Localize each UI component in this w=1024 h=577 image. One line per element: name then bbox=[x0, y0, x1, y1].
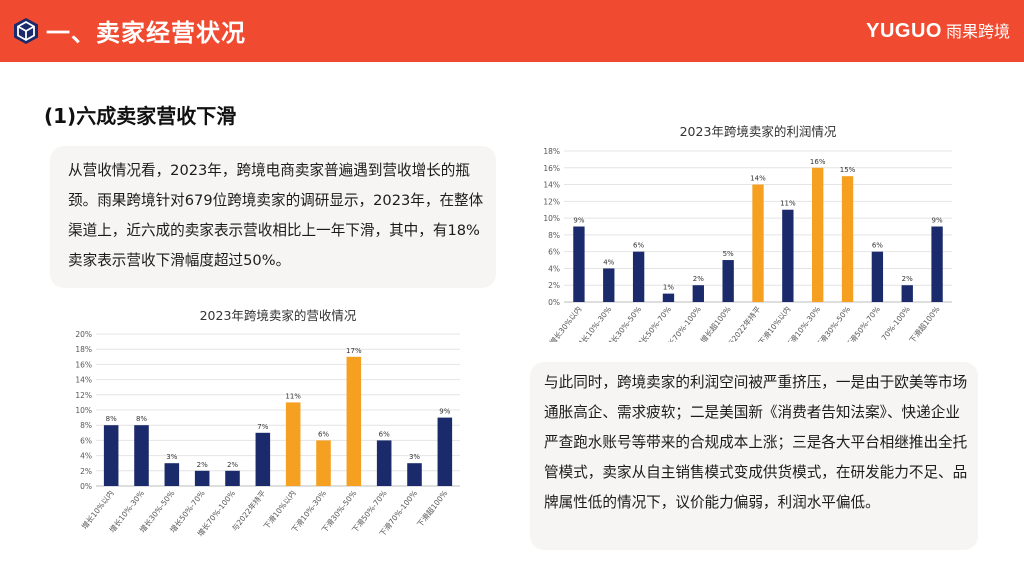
chart-title: 2023年跨境卖家的营收情况 bbox=[200, 308, 357, 323]
profit-bar-chart: 2023年跨境卖家的利润情况 0% 2% 4% 6% 8% 10% 12% 14% 16% 18% 9… bbox=[543, 124, 952, 342]
data-label: 3% bbox=[166, 453, 177, 461]
y-tick-label: 4% bbox=[548, 264, 560, 273]
y-tick-label: 16% bbox=[543, 164, 560, 173]
data-label: 8% bbox=[136, 415, 147, 423]
data-label: 6% bbox=[379, 430, 390, 438]
data-label: 9% bbox=[439, 408, 450, 416]
x-tick-label: 下滑超100% bbox=[414, 488, 449, 529]
bar bbox=[632, 251, 645, 302]
bar bbox=[662, 293, 675, 302]
bar bbox=[692, 285, 704, 302]
y-tick-label: 10% bbox=[543, 214, 560, 223]
bar bbox=[812, 167, 824, 302]
y-tick-label: 20% bbox=[75, 330, 92, 339]
x-tick-label: 增长30%以内 bbox=[547, 304, 584, 342]
brand-logo: YUGUO 雨果跨境 bbox=[866, 18, 1010, 43]
y-tick-label: 4% bbox=[80, 452, 92, 461]
bar bbox=[255, 432, 271, 486]
page-title: 一、卖家经营状况 bbox=[46, 19, 246, 47]
y-tick-label: 10% bbox=[75, 406, 92, 415]
bar bbox=[841, 176, 854, 302]
data-label: 15% bbox=[840, 166, 856, 174]
bar bbox=[285, 402, 301, 486]
bar bbox=[194, 470, 210, 486]
data-label: 5% bbox=[723, 250, 734, 258]
data-label: 1% bbox=[663, 284, 674, 292]
data-label: 2% bbox=[693, 275, 704, 283]
y-tick-label: 12% bbox=[75, 391, 92, 400]
y-tick-label: 6% bbox=[548, 248, 560, 257]
bar bbox=[752, 184, 764, 302]
bar bbox=[931, 226, 943, 302]
bar bbox=[573, 226, 585, 302]
data-label: 14% bbox=[750, 175, 766, 183]
bar bbox=[376, 440, 392, 486]
revenue-bar-chart: 2023年跨境卖家的营收情况 0% 2% 4% 6% 8% 10% 12% 14% 16% 18% 2… bbox=[75, 308, 460, 538]
data-label: 7% bbox=[257, 423, 268, 431]
bar bbox=[316, 440, 331, 486]
data-label: 9% bbox=[573, 217, 584, 225]
y-tick-label: 8% bbox=[80, 421, 92, 430]
bar bbox=[901, 285, 913, 302]
summary-paragraph-revenue: 从营收情况看，2023年，跨境电商卖家普遍遇到营收增长的瓶颈。雨果跨境针对679… bbox=[50, 146, 496, 288]
y-tick-label: 16% bbox=[75, 360, 92, 369]
data-label: 2% bbox=[227, 461, 238, 469]
y-tick-label: 2% bbox=[548, 281, 560, 290]
data-label: 3% bbox=[409, 453, 420, 461]
summary-paragraph-profit: 与此同时，跨境卖家的利润空间被严重挤压，一是由于欧美等市场通胀高企、需求疲软；二… bbox=[530, 362, 978, 550]
hexagon-cube-icon bbox=[14, 18, 38, 44]
data-label: 11% bbox=[780, 200, 796, 208]
bar bbox=[603, 268, 615, 302]
y-tick-label: 0% bbox=[548, 298, 560, 307]
bar bbox=[437, 417, 453, 486]
y-tick-label: 0% bbox=[80, 482, 92, 491]
y-tick-label: 6% bbox=[80, 436, 92, 445]
bar bbox=[103, 425, 119, 486]
y-tick-label: 2% bbox=[80, 467, 92, 476]
bar bbox=[164, 463, 180, 486]
bar bbox=[225, 470, 240, 486]
y-tick-label: 12% bbox=[543, 197, 560, 206]
data-label: 6% bbox=[318, 430, 329, 438]
data-label: 9% bbox=[932, 217, 943, 225]
brand-name-cn: 雨果跨境 bbox=[945, 22, 1010, 41]
x-tick-label: 下滑超100% bbox=[907, 304, 942, 342]
y-tick-label: 8% bbox=[548, 231, 560, 240]
x-tick-label: 增长超100% bbox=[698, 304, 733, 342]
data-label: 17% bbox=[346, 347, 362, 355]
bar bbox=[871, 251, 884, 302]
y-tick-label: 14% bbox=[75, 376, 92, 385]
bar bbox=[722, 260, 734, 302]
chart-title: 2023年跨境卖家的利润情况 bbox=[680, 124, 837, 139]
header-bar: 一、卖家经营状况 YUGUO 雨果跨境 bbox=[0, 0, 1024, 62]
brand-name-en: YUGUO bbox=[866, 20, 942, 42]
bar bbox=[134, 425, 149, 486]
bar bbox=[782, 209, 794, 302]
y-tick-label: 18% bbox=[543, 147, 560, 156]
section-title: (1)六成卖家营收下滑 bbox=[44, 104, 237, 128]
bar bbox=[407, 463, 422, 486]
data-label: 2% bbox=[902, 275, 913, 283]
data-label: 8% bbox=[106, 415, 117, 423]
bar bbox=[346, 356, 362, 486]
x-tick-label: 70%-100% bbox=[880, 305, 912, 342]
y-tick-label: 14% bbox=[543, 181, 560, 190]
data-label: 4% bbox=[603, 258, 614, 266]
data-label: 6% bbox=[633, 242, 644, 250]
data-label: 6% bbox=[872, 242, 883, 250]
data-label: 16% bbox=[810, 158, 826, 166]
y-tick-label: 18% bbox=[75, 345, 92, 354]
data-label: 2% bbox=[197, 461, 208, 469]
data-label: 11% bbox=[285, 392, 301, 400]
